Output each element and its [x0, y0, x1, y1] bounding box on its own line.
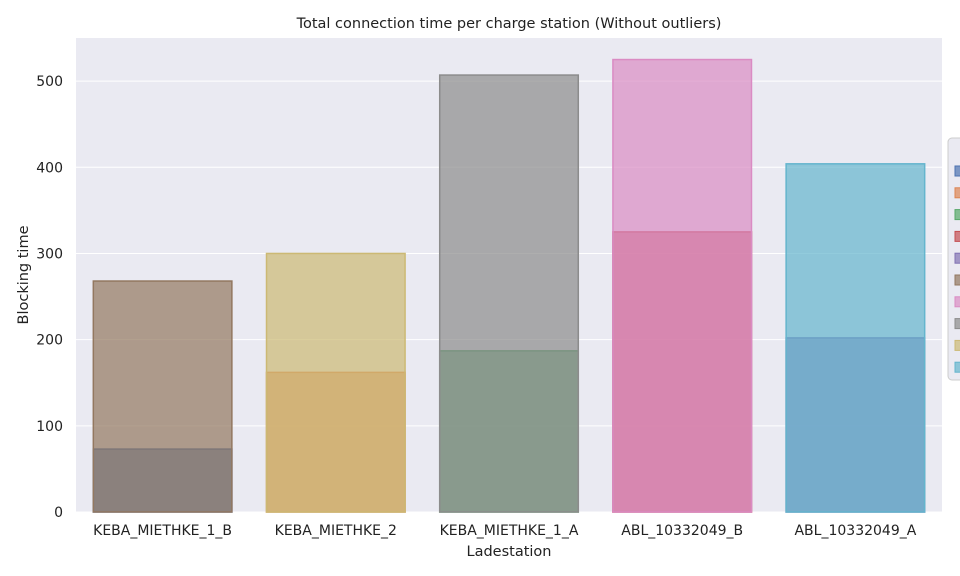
x-axis-label: Ladestation — [467, 544, 552, 560]
legend-swatch — [954, 165, 960, 177]
legend-swatch — [954, 296, 960, 308]
x-tick-label: ABL_10332049_B — [621, 523, 743, 539]
y-tick-label: 0 — [54, 505, 63, 521]
legend-swatch — [954, 274, 960, 286]
x-tick-label: KEBA_MIETHKE_1_B — [93, 523, 232, 539]
legend-swatch — [954, 361, 960, 373]
chart-title: Total connection time per charge station… — [296, 16, 722, 32]
bar — [785, 163, 926, 513]
x-tick-label: ABL_10332049_A — [794, 523, 916, 539]
y-axis-label: Blocking time — [16, 225, 32, 324]
y-tick-labels: 0 100 200 300 400 500 — [36, 74, 63, 521]
legend-swatch — [954, 252, 960, 264]
y-tick-label: 100 — [36, 419, 63, 435]
legend — [947, 137, 960, 381]
legend-swatch — [954, 187, 960, 199]
legend-swatch — [954, 230, 960, 242]
x-tick-label: KEBA_MIETHKE_1_A — [440, 523, 579, 539]
x-tick-labels: KEBA_MIETHKE_1_B KEBA_MIETHKE_2 KEBA_MIETH… — [93, 523, 917, 539]
legend-swatch — [954, 318, 960, 330]
bar — [265, 252, 406, 513]
bar — [92, 280, 233, 513]
bar — [612, 58, 753, 513]
y-tick-label: 200 — [36, 333, 63, 349]
legend-swatch — [954, 339, 960, 351]
bars-group — [92, 58, 926, 513]
y-tick-label: 400 — [36, 160, 63, 176]
legend-swatch — [954, 209, 960, 221]
bar — [438, 74, 580, 513]
x-tick-label: KEBA_MIETHKE_2 — [275, 523, 397, 539]
y-tick-label: 300 — [36, 246, 63, 262]
y-tick-label: 500 — [36, 74, 63, 90]
